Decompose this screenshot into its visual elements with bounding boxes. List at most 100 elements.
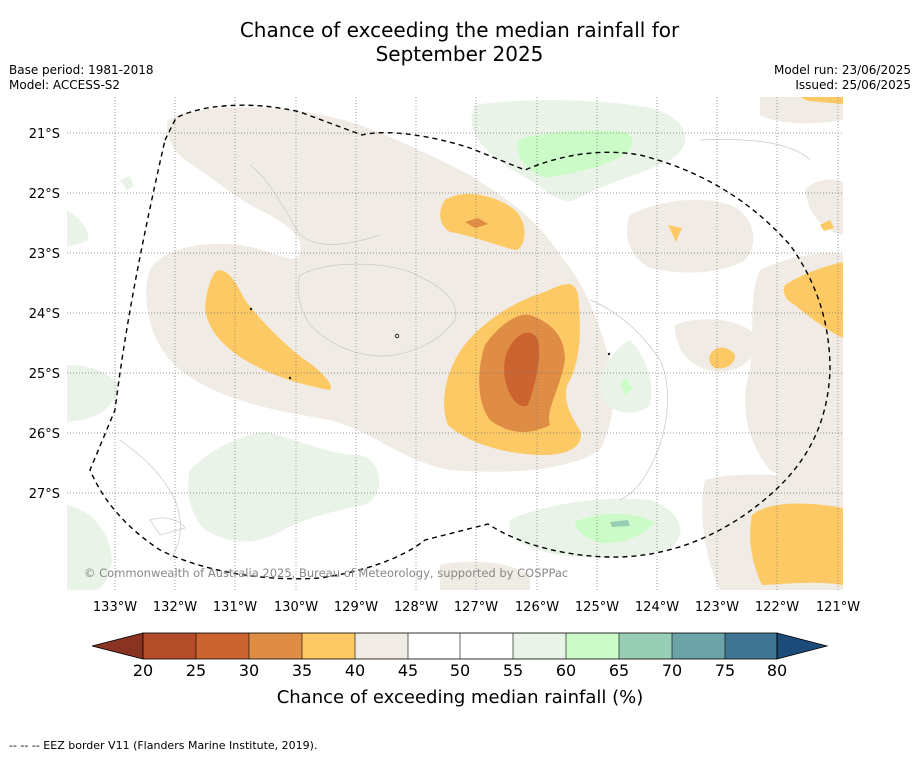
colorbar-bin-65-70 — [619, 633, 672, 659]
beige-zone-east — [626, 199, 754, 273]
yellow-zone-east — [783, 262, 843, 338]
green-zone-east-lobe — [599, 340, 652, 413]
yellow-zone-tiny — [668, 225, 682, 242]
colorbar-bin-60-65 — [566, 633, 619, 659]
cb-tick-45: 45 — [398, 661, 418, 680]
yellow-zone-east-islet — [820, 220, 834, 231]
model-text: Model: ACCESS-S2 — [9, 78, 121, 92]
beige-zone-south — [440, 561, 530, 590]
colorbar-bin-50-55 — [460, 633, 513, 659]
model-run-text: Model run: 23/06/2025 — [773, 63, 911, 77]
cb-tick-80: 80 — [767, 661, 787, 680]
graticule — [67, 97, 843, 590]
colorbar-bin-25-30 — [196, 633, 249, 659]
contour-line-6 — [149, 517, 186, 536]
lon-label-127W: 127°W — [454, 600, 498, 615]
lon-labels: 133°W 132°W 131°W 130°W 129°W 128°W 127°… — [93, 600, 860, 615]
contour-line-1 — [297, 263, 457, 357]
yellow-zone-small-east — [709, 347, 735, 369]
lat-label-21S: 21°S — [29, 127, 60, 142]
colorbar: 20 25 30 35 40 45 50 55 60 65 70 75 80 C… — [91, 632, 829, 708]
eez-footnote: -- -- -- EEZ border V11 (Flanders Marine… — [9, 739, 318, 752]
green-zone-islet — [120, 176, 134, 190]
colorbar-label: Chance of exceeding median rainfall (%) — [277, 687, 644, 708]
bright-green-east — [620, 378, 632, 395]
lon-label-122W: 122°W — [755, 600, 799, 615]
lon-label-133W: 133°W — [93, 600, 137, 615]
zone-25-30 — [504, 332, 540, 407]
contour-line-3 — [589, 299, 668, 501]
cb-tick-70: 70 — [662, 661, 682, 680]
lon-label-131W: 131°W — [213, 600, 257, 615]
lon-label-126W: 126°W — [515, 600, 559, 615]
cb-tick-30: 30 — [239, 661, 259, 680]
lon-label-121W: 121°W — [816, 600, 860, 615]
island-marker-4 — [249, 307, 253, 311]
zone-25-30-small — [465, 218, 488, 228]
cb-tick-60: 60 — [556, 661, 576, 680]
cb-tick-50: 50 — [450, 661, 470, 680]
lon-label-124W: 124°W — [635, 600, 679, 615]
lon-label-125W: 125°W — [575, 600, 619, 615]
colorbar-bin-55-60 — [513, 633, 566, 659]
title-line-1: Chance of exceeding the median rainfall … — [239, 18, 680, 42]
title-line-2: September 2025 — [375, 42, 544, 66]
island-marker-3 — [288, 376, 292, 380]
lon-label-123W: 123°W — [695, 600, 739, 615]
colorbar-bin-20-25 — [143, 633, 196, 659]
base-period-text: Base period: 1981-2018 — [9, 63, 154, 77]
green-zone-west-edge — [67, 365, 118, 422]
eez-border — [89, 104, 831, 580]
lat-labels: 21°S 22°S 23°S 24°S 25°S 26°S 27°S — [29, 127, 60, 502]
colorbar-over-arrow — [776, 632, 829, 660]
colorbar-bin-30-35 — [249, 633, 302, 659]
zone-40-45 — [146, 97, 843, 590]
map-title: Chance of exceeding the median rainfall … — [0, 18, 919, 66]
meta-left: Base period: 1981-2018 Model: ACCESS-S2 — [9, 63, 154, 93]
contour-line-4 — [699, 139, 811, 161]
cb-tick-25: 25 — [186, 661, 206, 680]
cb-tick-65: 65 — [609, 661, 629, 680]
cb-tick-20: 20 — [133, 661, 153, 680]
lat-label-27S: 27°S — [29, 487, 60, 502]
colorbar-bin-70-75 — [672, 633, 725, 659]
issued-text: Issued: 25/06/2025 — [795, 78, 911, 92]
island-marker-1 — [394, 333, 400, 339]
copyright-text: © Commonwealth of Australia 2025, Bureau… — [84, 566, 568, 580]
bright-green-south — [575, 513, 655, 544]
beige-zone-ne-corner — [760, 97, 843, 124]
cb-tick-55: 55 — [503, 661, 523, 680]
colorbar-bin-35-40 — [302, 633, 355, 659]
lon-label-129W: 129°W — [334, 600, 378, 615]
yellow-zone-ne-corner — [800, 97, 843, 104]
contour-line-2 — [249, 164, 381, 245]
beige-zone-blob — [305, 210, 340, 234]
lat-label-25S: 25°S — [29, 367, 60, 382]
colorbar-under-arrow — [91, 632, 144, 660]
lat-label-23S: 23°S — [29, 247, 60, 262]
island-markers — [249, 307, 611, 380]
lon-label-128W: 128°W — [394, 600, 438, 615]
meta-right: Model run: 23/06/2025 Issued: 25/06/2025 — [774, 63, 911, 93]
lat-label-24S: 24°S — [29, 307, 60, 322]
zone-65-70-patch — [610, 520, 630, 527]
colorbar-tick-labels: 20 25 30 35 40 45 50 55 60 65 70 75 80 — [133, 661, 787, 680]
yellow-zone-west — [205, 270, 331, 390]
colorbar-dividers — [195, 633, 726, 659]
cb-tick-40: 40 — [345, 661, 365, 680]
colorbar-bin-45-50 — [408, 633, 460, 659]
green-zone-west-small — [67, 210, 89, 247]
green-zone-sw-corner — [67, 505, 112, 590]
yellow-zone-southeast — [750, 503, 843, 585]
zone-60-65 — [517, 130, 655, 544]
cb-tick-35: 35 — [292, 661, 312, 680]
lon-label-130W: 130°W — [274, 600, 318, 615]
colorbar-bin-75-80 — [725, 633, 777, 659]
island-marker-2 — [607, 352, 611, 356]
lat-label-22S: 22°S — [29, 187, 60, 202]
lat-label-26S: 26°S — [29, 427, 60, 442]
beige-zone-mideast — [675, 319, 756, 372]
colorbar-bin-40-45 — [355, 633, 408, 659]
green-zone-southwest — [188, 432, 380, 542]
